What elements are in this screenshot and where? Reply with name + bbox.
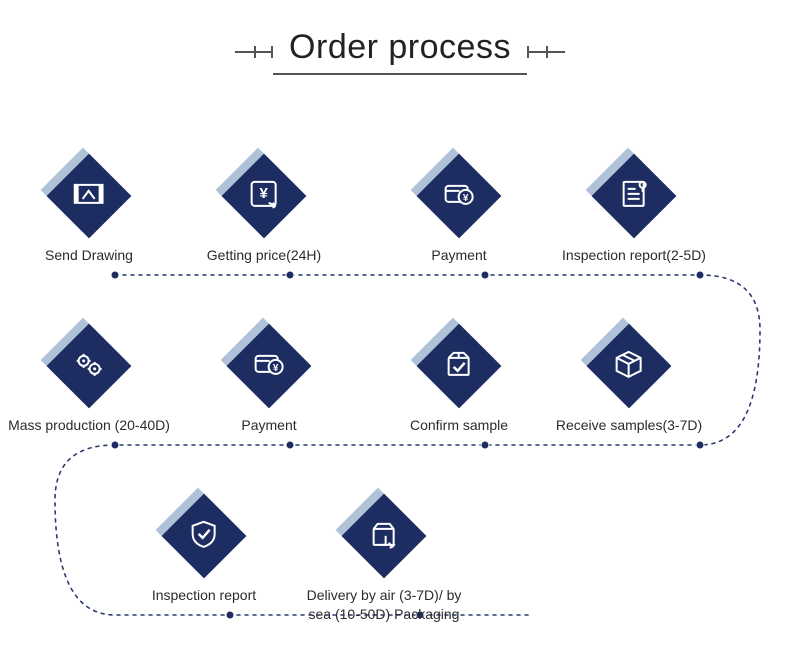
step-getting-price: Getting price(24H) <box>174 160 354 265</box>
report-icon <box>619 179 649 214</box>
box-out-icon <box>369 519 399 554</box>
step-payment-2: Payment <box>179 330 359 435</box>
step-label: Receive samples(3-7D) <box>547 416 712 435</box>
title-bar: Order process <box>0 28 800 75</box>
shield-icon <box>189 519 219 554</box>
diamond-icon <box>593 330 665 402</box>
step-label: Delivery by air (3-7D)/ by sea (10-50D) … <box>302 586 467 624</box>
box-icon <box>614 349 644 384</box>
step-label: Mass production (20-40D) <box>7 416 172 435</box>
step-label: Inspection report(2-5D) <box>552 246 717 265</box>
order-process-infographic: Order process Send Drawing Getting price(… <box>0 0 800 664</box>
step-label: Confirm sample <box>377 416 542 435</box>
step-send-drawing: Send Drawing <box>0 160 179 265</box>
payment-icon <box>254 349 284 384</box>
step-inspection-25d: Inspection report(2-5D) <box>544 160 724 265</box>
step-label: Send Drawing <box>7 246 172 265</box>
step-label: Payment <box>187 416 352 435</box>
diamond-icon <box>228 160 300 232</box>
step-mass-production: Mass production (20-40D) <box>0 330 179 435</box>
step-confirm-sample: Confirm sample <box>369 330 549 435</box>
step-inspection-report: Inspection report <box>114 500 294 605</box>
diamond-icon <box>598 160 670 232</box>
box-check-icon <box>444 349 474 384</box>
title-decor-right <box>527 51 565 53</box>
diamond-icon <box>233 330 305 402</box>
diamond-icon <box>168 500 240 572</box>
step-payment-1: Payment <box>369 160 549 265</box>
diamond-icon <box>53 160 125 232</box>
price-icon <box>249 179 279 214</box>
page-title: Order process <box>273 28 527 75</box>
payment-icon <box>444 179 474 214</box>
gears-icon <box>74 349 104 384</box>
diamond-icon <box>423 160 495 232</box>
diamond-icon <box>348 500 420 572</box>
drawing-icon <box>74 179 104 214</box>
diamond-icon <box>423 330 495 402</box>
step-label: Inspection report <box>122 586 287 605</box>
step-label: Getting price(24H) <box>182 246 347 265</box>
title-decor-left <box>235 51 273 53</box>
step-delivery: Delivery by air (3-7D)/ by sea (10-50D) … <box>294 500 474 624</box>
step-label: Payment <box>377 246 542 265</box>
diamond-icon <box>53 330 125 402</box>
step-receive-samples: Receive samples(3-7D) <box>539 330 719 435</box>
